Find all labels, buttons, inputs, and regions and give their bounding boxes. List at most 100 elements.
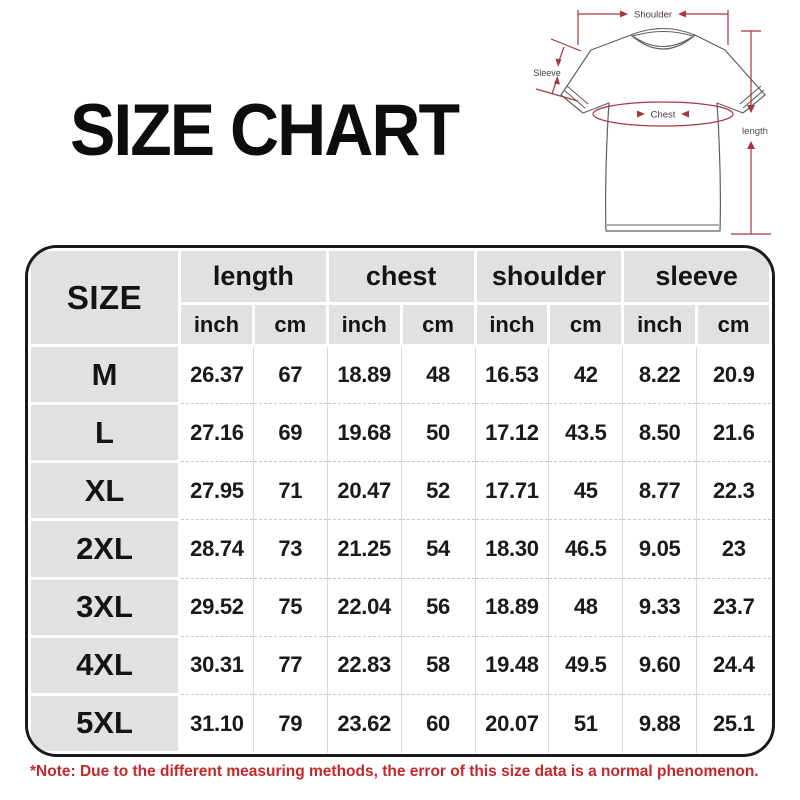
sleeve-label: Sleeve: [533, 68, 561, 78]
measurement-cell: 22.3: [696, 461, 771, 520]
unit-header-sleeve-cm: cm: [695, 302, 772, 347]
measurement-cell: 23: [696, 519, 771, 579]
size-label: 5XL: [28, 692, 181, 754]
measurement-cell: 49.5: [548, 635, 623, 695]
note-text: *Note: Due to the different measuring me…: [30, 763, 759, 780]
size-chart-table: SIZE length chest shoulder sleeve inch c…: [28, 248, 772, 754]
measurement-cell: 26.37: [179, 344, 254, 404]
table-row: 3XL 29.52 75 22.04 56 18.89 48 9.33 23.7: [28, 576, 771, 638]
table-group-header-row: SIZE length chest shoulder sleeve: [28, 248, 772, 347]
measurement-cell: 24.4: [696, 635, 771, 695]
size-label: L: [28, 402, 181, 464]
col-group-length: length: [178, 248, 329, 305]
measurement-cell: 19.68: [326, 403, 402, 462]
measurement-cell: 48: [548, 577, 623, 637]
unit-header-chest-cm: cm: [399, 302, 477, 347]
unit-header-shoulder-inch: inch: [473, 302, 551, 347]
measurement-cell: 22.04: [326, 577, 402, 637]
col-group-shoulder: shoulder: [473, 248, 625, 305]
measurement-cell: 60: [400, 693, 475, 753]
size-column-header: SIZE: [28, 248, 181, 347]
chest-label: Chest: [651, 110, 676, 121]
measurement-cell: 17.71: [474, 461, 549, 520]
measurement-cell: 52: [400, 461, 475, 520]
measurement-cell: 69: [252, 403, 328, 462]
size-label: XL: [28, 460, 181, 522]
tshirt-left-cuff: [563, 85, 589, 109]
measurement-cell: 73: [252, 519, 328, 579]
measurement-cell: 27.95: [179, 461, 254, 520]
shoulder-label: Shoulder: [634, 10, 672, 21]
page-title: SIZE CHART: [70, 89, 460, 172]
measurement-cell: 30.31: [179, 635, 254, 695]
table-row: L 27.16 69 19.68 50 17.12 43.5 8.50 21.6: [28, 402, 771, 464]
measurement-cell: 46.5: [548, 519, 623, 579]
measurement-cell: 8.77: [622, 461, 697, 520]
unit-header-length-inch: inch: [178, 302, 255, 347]
length-label: length: [742, 126, 768, 137]
measurement-cell: 48: [400, 344, 475, 404]
measurement-cell: 19.48: [474, 635, 549, 695]
measurement-cell: 51: [548, 693, 623, 753]
table-unit-header-row: inch cm inch cm inch cm inch cm: [30, 302, 772, 347]
size-label: 4XL: [28, 634, 181, 696]
measurement-cell: 45: [548, 461, 623, 520]
measurement-cell: 28.74: [179, 519, 254, 579]
measurement-cell: 16.53: [474, 344, 549, 404]
table-row: 2XL 28.74 73 21.25 54 18.30 46.5 9.05 23: [28, 518, 771, 580]
table-row: M 26.37 67 18.89 48 16.53 42 8.22 20.9: [28, 343, 771, 406]
col-group-chest: chest: [325, 248, 477, 305]
measurement-cell: 22.83: [326, 635, 402, 695]
shoulder-measure-line: Shoulder: [577, 10, 729, 45]
col-group-sleeve: sleeve: [621, 248, 772, 305]
table-body: M 26.37 67 18.89 48 16.53 42 8.22 20.9 L 27.16 69 19…: [28, 343, 771, 754]
measurement-cell: 71: [252, 461, 328, 520]
measurement-cell: 18.30: [474, 519, 549, 579]
size-label: 2XL: [28, 518, 181, 580]
measurement-cell: 29.52: [179, 577, 254, 637]
measurement-cell: 79: [252, 693, 328, 753]
size-label: M: [28, 343, 181, 406]
tshirt-collar: [630, 28, 696, 36]
unit-header-sleeve-inch: inch: [621, 302, 699, 347]
measurement-cell: 58: [400, 635, 475, 695]
measurement-cell: 31.10: [179, 693, 254, 753]
tshirt-collar-inner: [632, 30, 694, 37]
measurement-cell: 8.50: [622, 403, 697, 462]
measurement-cell: 9.88: [622, 693, 697, 753]
unit-header-shoulder-cm: cm: [547, 302, 625, 347]
table-row: 5XL 31.10 79 23.62 60 20.07 51 9.88 25.1: [28, 692, 771, 754]
measurement-cell: 17.12: [474, 403, 549, 462]
measurement-cell: 43.5: [548, 403, 623, 462]
tshirt-body-outline: [560, 34, 766, 232]
unit-header-chest-inch: inch: [325, 302, 403, 347]
chest-measure-ellipse: Chest: [592, 101, 734, 127]
table-row: XL 27.95 71 20.47 52 17.71 45 8.77 22.3: [28, 460, 771, 522]
measurement-cell: 67: [252, 344, 328, 404]
measurement-cell: 23.62: [326, 693, 402, 753]
measurement-cell: 50: [400, 403, 475, 462]
sleeve-measure-line: Sleeve: [533, 38, 582, 102]
measurement-cell: 77: [252, 635, 328, 695]
measurement-cell: 75: [252, 577, 328, 637]
size-label: 3XL: [28, 576, 181, 638]
measurement-cell: 21.6: [696, 403, 771, 462]
length-measure-line: length: [731, 30, 771, 235]
measurement-cell: 20.9: [696, 344, 771, 404]
size-chart-table-wrapper: SIZE length chest shoulder sleeve inch c…: [25, 245, 775, 757]
measurement-cell: 25.1: [696, 693, 771, 753]
measurement-cell: 8.22: [622, 344, 697, 404]
measurement-cell: 23.7: [696, 577, 771, 637]
measurement-cell: 9.33: [622, 577, 697, 637]
measurement-cell: 20.07: [474, 693, 549, 753]
measurement-cell: 54: [400, 519, 475, 579]
measurement-cell: 9.60: [622, 635, 697, 695]
measurement-cell: 27.16: [179, 403, 254, 462]
unit-header-length-cm: cm: [251, 302, 329, 347]
measurement-cell: 18.89: [326, 344, 402, 404]
tshirt-neck-trim: [633, 36, 693, 47]
measurement-cell: 20.47: [326, 461, 402, 520]
measurement-cell: 18.89: [474, 577, 549, 637]
table-row: 4XL 30.31 77 22.83 58 19.48 49.5 9.60 24.4: [28, 634, 771, 696]
tshirt-diagram: Shoulder Sleeve Chest length: [533, 10, 771, 235]
